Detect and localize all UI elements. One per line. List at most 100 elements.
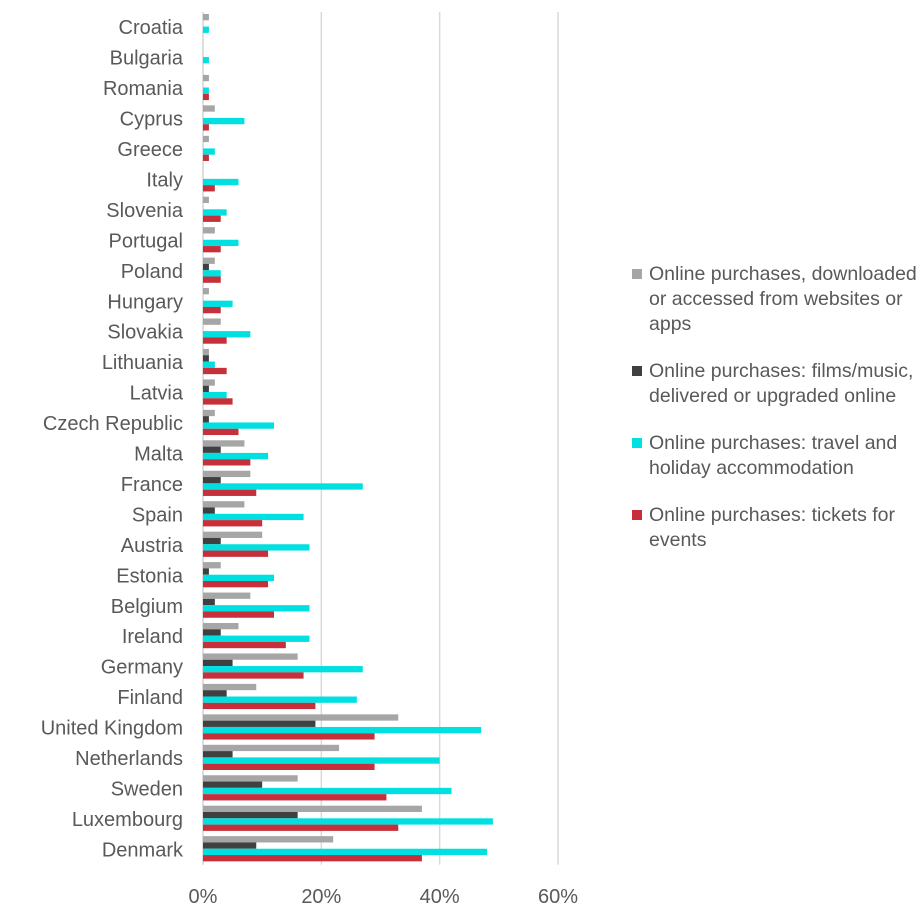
category-label: Latvia <box>130 383 184 405</box>
bar-series-3 <box>203 276 221 283</box>
bar-series-1 <box>203 537 221 545</box>
bar-series-1 <box>203 416 209 423</box>
bar-series-0 <box>203 440 245 447</box>
bar-series-0 <box>203 653 298 660</box>
bar-series-2 <box>203 361 215 368</box>
legend-label-downloaded: Online purchases, downloaded or accessed… <box>649 263 917 335</box>
category-label: Romania <box>103 78 184 100</box>
bar-series-3 <box>203 855 422 862</box>
legend-label-tickets: Online purchases: tickets for events <box>649 504 896 551</box>
bars <box>203 14 493 862</box>
category-label: Hungary <box>107 291 183 313</box>
legend-item-travel: Online purchases: travel and holiday acc… <box>632 431 917 481</box>
bar-series-3 <box>203 367 227 375</box>
category-label: Bulgaria <box>110 48 184 70</box>
bar-series-0 <box>203 409 215 417</box>
bar-series-2 <box>203 696 357 703</box>
bar-series-3 <box>203 763 375 770</box>
bar-series-1 <box>203 355 209 362</box>
bar-series-2 <box>203 848 487 856</box>
bar-series-3 <box>203 93 209 101</box>
bar-series-0 <box>203 592 251 599</box>
bar-series-0 <box>203 531 263 538</box>
bar-series-1 <box>203 812 298 819</box>
bar-series-1 <box>203 446 221 453</box>
legend-swatch-downloaded <box>632 269 642 279</box>
category-label: Czech Republic <box>43 413 183 435</box>
bar-series-2 <box>203 544 310 551</box>
bar-series-2 <box>203 87 209 94</box>
bar-series-2 <box>203 483 363 490</box>
bar-series-0 <box>203 257 215 264</box>
bar-series-2 <box>203 392 227 399</box>
bar-series-0 <box>203 623 239 630</box>
bar-series-1 <box>203 842 257 849</box>
bar-series-2 <box>203 300 233 307</box>
bar-series-0 <box>203 74 209 82</box>
category-label: Greece <box>117 139 183 161</box>
bar-series-3 <box>203 246 221 253</box>
bar-series-0 <box>203 105 215 112</box>
category-label: Sweden <box>111 778 183 800</box>
bar-series-2 <box>203 422 274 429</box>
bar-series-3 <box>203 459 251 466</box>
bar-series-0 <box>203 744 340 752</box>
category-label: Spain <box>132 504 183 526</box>
bar-series-2 <box>203 787 452 795</box>
bar-series-1 <box>203 263 209 271</box>
bar-series-1 <box>203 751 233 758</box>
bar-series-2 <box>203 574 274 581</box>
bar-series-2 <box>203 513 304 521</box>
category-labels: Croatia Bulgaria Romania Cyprus Greece Italy S… <box>41 17 184 861</box>
bar-series-2 <box>203 666 363 673</box>
category-label: Germany <box>101 657 183 679</box>
bar-series-1 <box>203 781 263 788</box>
bar-series-0 <box>203 805 422 812</box>
bar-series-3 <box>203 641 286 649</box>
bar-series-2 <box>203 148 215 155</box>
category-label: Ireland <box>122 626 183 648</box>
category-label: Finland <box>117 687 183 709</box>
bar-series-2 <box>203 26 209 33</box>
category-label: Italy <box>146 169 183 191</box>
bar-series-0 <box>203 501 245 508</box>
legend-swatch-travel <box>632 438 642 448</box>
category-label: Belgium <box>111 596 183 618</box>
bar-series-2 <box>203 757 440 764</box>
bar-series-2 <box>203 117 245 125</box>
x-tick-label: 20% <box>301 886 341 908</box>
bar-series-2 <box>203 635 310 642</box>
bar-series-1 <box>203 507 215 514</box>
category-label: Portugal <box>109 230 184 252</box>
bar-series-1 <box>203 477 221 484</box>
legend-swatch-tickets <box>632 510 642 520</box>
category-label: Malta <box>134 444 184 466</box>
category-label: Lithuania <box>102 352 184 374</box>
bar-series-3 <box>203 611 274 618</box>
bar-series-0 <box>203 288 209 295</box>
category-label: United Kingdom <box>41 718 183 740</box>
bar-series-2 <box>203 605 310 612</box>
bar-series-0 <box>203 348 209 356</box>
bar-series-0 <box>203 318 221 325</box>
bar-series-2 <box>203 178 239 186</box>
legend: Online purchases, downloaded or accessed… <box>632 262 917 575</box>
bar-series-3 <box>203 489 257 496</box>
bar-series-1 <box>203 629 221 636</box>
bar-series-2 <box>203 239 239 247</box>
bar-series-2 <box>203 726 482 734</box>
category-label: Slovenia <box>106 200 184 222</box>
bar-series-3 <box>203 581 269 588</box>
category-label: Austria <box>121 535 184 557</box>
bar-series-3 <box>203 520 263 527</box>
x-tick-label: 60% <box>538 886 578 908</box>
x-tick-label: 40% <box>420 886 460 908</box>
bar-series-1 <box>203 659 233 667</box>
bar-series-0 <box>203 135 209 143</box>
bar-series-1 <box>203 690 227 697</box>
bar-series-0 <box>203 562 221 569</box>
x-tick-label: 0% <box>189 886 218 908</box>
category-label: Poland <box>121 261 183 283</box>
bar-series-0 <box>203 775 298 782</box>
bar-series-1 <box>203 568 209 575</box>
